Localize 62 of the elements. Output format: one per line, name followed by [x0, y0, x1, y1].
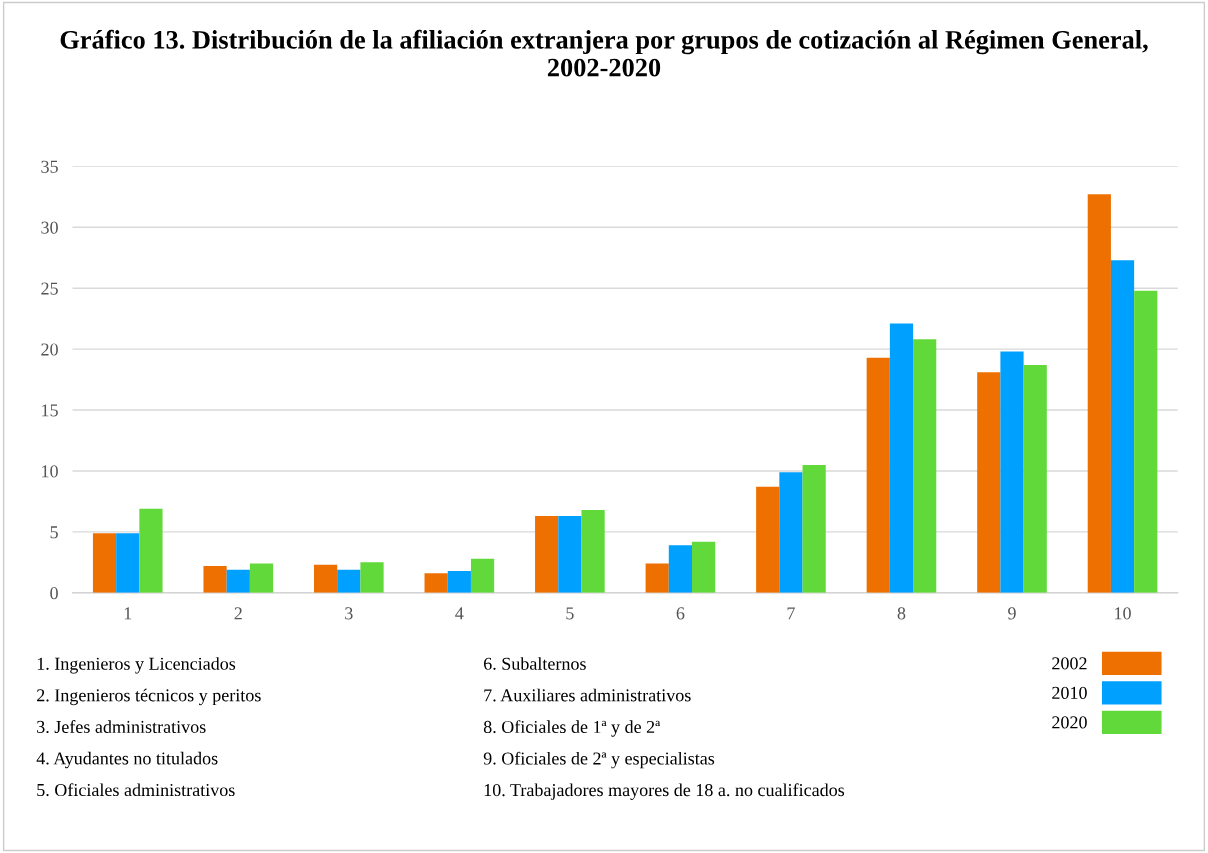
x-tick-label: 8 [897, 607, 906, 620]
bar [424, 573, 448, 593]
text: 4. Ayudantes no titulados [36, 751, 218, 769]
text: 7. Auxiliares administrativos [484, 688, 691, 702]
bar [360, 562, 384, 593]
bar [779, 472, 803, 593]
x-tick-label: 1 [124, 607, 132, 620]
bar [668, 545, 693, 593]
legend-label: 2010 [1052, 686, 1087, 699]
x-tick-label: 9 [1008, 607, 1016, 620]
text: 1. Ingenieros y Licenciados [37, 657, 236, 674]
bar [1000, 351, 1024, 593]
bar [913, 339, 937, 593]
bar [116, 533, 140, 593]
x-tick-label: 3 [345, 607, 353, 620]
bar [337, 569, 361, 593]
x-tick-label: 5 [566, 607, 574, 620]
bar [535, 516, 559, 593]
bar [692, 541, 716, 593]
bar [470, 558, 495, 593]
bar [558, 516, 582, 593]
chart-title: Gráfico 13. Distribución de la afiliación extranjera por grupos de cotización al Régimen General, 2002-2020 [60, 29, 1148, 77]
legend-label: 2020 [1052, 716, 1087, 729]
bar [249, 563, 274, 593]
bar [1134, 290, 1158, 593]
y-tick-label: 30 [41, 221, 58, 234]
y-tick-label: 15 [42, 404, 58, 417]
x-tick-label: 10 [1115, 607, 1131, 620]
y-tick-label: 25 [41, 282, 58, 295]
bar [1087, 194, 1111, 593]
text: 10. Trabajadores mayores de 18 a. no cualificados [484, 783, 845, 800]
bar [92, 533, 117, 593]
bar [226, 569, 250, 593]
text: 9. Oficiales de 2ª y especialistas [483, 751, 715, 769]
y-tick-label: 35 [41, 160, 58, 173]
bar [1023, 364, 1047, 593]
x-tick-label: 6 [676, 607, 685, 620]
bar [447, 570, 471, 593]
legend-label: 2002 [1052, 657, 1087, 670]
bar [866, 357, 890, 593]
text: 8. Oficiales de 1ª y de 2ª [483, 720, 661, 737]
bar [802, 464, 826, 593]
bar [139, 508, 163, 593]
text: 5. Oficiales administrativos [37, 783, 235, 797]
text: 6. Subalternos [483, 657, 586, 670]
bar [313, 564, 338, 593]
x-tick-label: 4 [455, 607, 464, 620]
bar [1110, 260, 1135, 593]
y-tick-label: 0 [50, 587, 58, 600]
bar [889, 323, 914, 593]
bar [581, 509, 605, 593]
bar [756, 486, 780, 593]
text: 3. Jefes administrativos [37, 720, 206, 734]
y-tick-label: 10 [42, 465, 58, 478]
x-tick-label: 7 [787, 607, 795, 620]
bar [203, 566, 227, 593]
y-tick-label: 5 [50, 526, 58, 539]
y-tick-label: 20 [41, 343, 58, 356]
text: 2. Ingenieros técnicos y peritos [37, 688, 261, 706]
bar [977, 372, 1001, 593]
bar [645, 563, 669, 593]
x-tick-label: 2 [234, 607, 242, 620]
